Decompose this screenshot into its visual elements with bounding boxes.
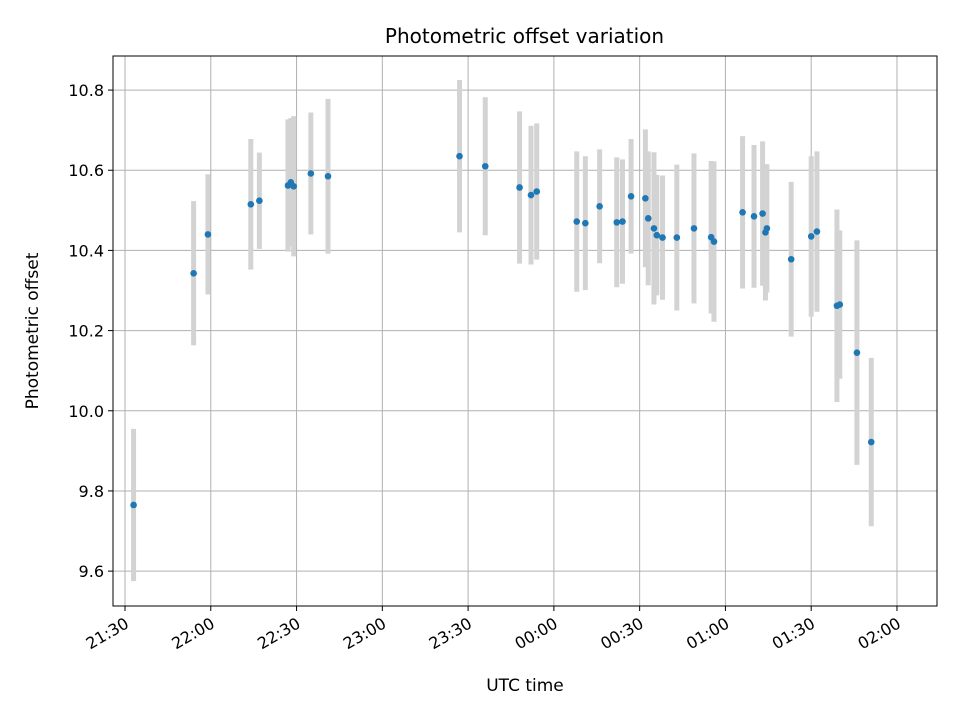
data-point xyxy=(673,234,681,241)
y-tick-label: 10.8 xyxy=(68,81,104,100)
data-point xyxy=(619,218,626,225)
data-point xyxy=(813,228,821,235)
y-axis-title: Photometric offset xyxy=(23,252,43,409)
data-point xyxy=(739,209,746,216)
data-point xyxy=(642,195,649,202)
data-point xyxy=(867,438,875,446)
data-point xyxy=(516,184,523,191)
y-tick-label: 10.2 xyxy=(68,322,104,341)
data-point xyxy=(481,162,489,170)
data-point xyxy=(307,170,315,177)
data-point xyxy=(853,349,861,356)
data-point xyxy=(324,172,332,180)
data-point xyxy=(204,231,212,238)
y-tick-label: 9.6 xyxy=(79,562,104,581)
data-point xyxy=(256,197,263,205)
data-point xyxy=(527,191,535,199)
data-point xyxy=(710,238,718,245)
data-point xyxy=(456,152,463,160)
data-point xyxy=(533,188,541,195)
x-axis-title: UTC time xyxy=(486,676,564,696)
data-point xyxy=(659,234,666,241)
data-point xyxy=(613,219,621,226)
y-axis-ticks: 9.6 9.8 10.0 10.2 10.4 10.6 10.8 xyxy=(68,81,113,581)
data-point xyxy=(690,225,698,232)
y-tick-label: 10.6 xyxy=(68,161,104,180)
chart-title: Photometric offset variation xyxy=(385,24,664,48)
data-point xyxy=(650,225,658,232)
data-point xyxy=(836,301,844,308)
data-point xyxy=(582,219,589,227)
data-point xyxy=(190,269,197,277)
y-tick-label: 10.0 xyxy=(68,402,104,421)
data-point xyxy=(807,233,815,240)
y-tick-label: 10.4 xyxy=(68,241,104,260)
data-point xyxy=(290,182,297,190)
data-point xyxy=(653,231,661,239)
data-point xyxy=(627,193,635,200)
data-point xyxy=(644,215,652,222)
grid xyxy=(113,56,937,606)
data-point xyxy=(759,210,766,217)
data-points xyxy=(130,152,875,509)
data-point xyxy=(596,203,603,210)
data-point xyxy=(573,218,581,225)
data-point xyxy=(763,225,771,232)
data-point xyxy=(787,255,795,263)
data-point xyxy=(247,201,255,208)
data-point xyxy=(750,213,758,220)
y-tick-label: 9.8 xyxy=(79,482,104,501)
data-point xyxy=(130,501,137,509)
